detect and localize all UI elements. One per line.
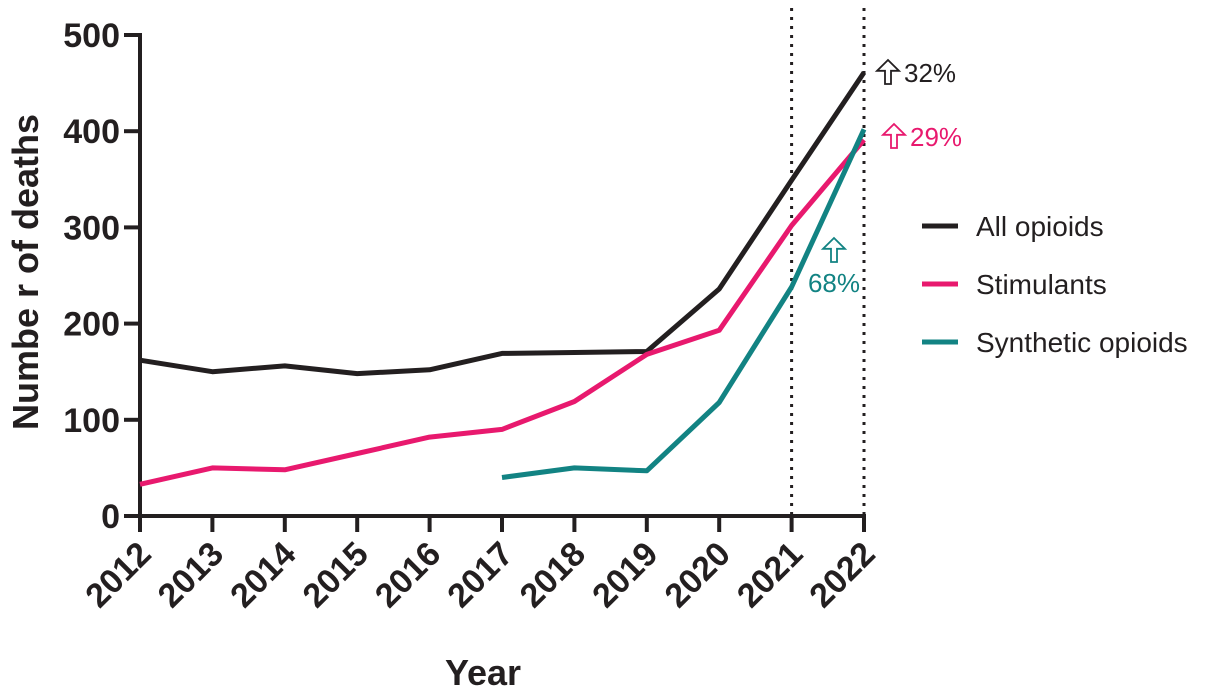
legend-label: Stimulants — [976, 269, 1107, 300]
x-tick-label: 2012 — [78, 535, 158, 615]
y-axis-title: Numbe r of deaths — [5, 114, 46, 430]
annotation-label: 29% — [910, 122, 962, 152]
x-tick-label: 2018 — [513, 535, 593, 615]
up-arrow-icon — [823, 238, 845, 262]
y-tick-label: 0 — [101, 498, 120, 536]
series-line-synthetic-opioids — [502, 129, 864, 477]
x-tick-label: 2017 — [440, 535, 520, 615]
x-tick-label: 2016 — [368, 535, 448, 615]
x-tick-label: 2021 — [730, 535, 810, 615]
x-tick-label: 2015 — [296, 535, 376, 615]
x-axis-title: Year — [445, 652, 521, 687]
legend: All opioids Stimulants Synthetic opioids — [922, 211, 1188, 358]
x-tick-label: 2019 — [585, 535, 665, 615]
legend-label: Synthetic opioids — [976, 327, 1188, 358]
x-tick-label: 2013 — [151, 535, 231, 615]
up-arrow-icon — [883, 124, 905, 148]
series-line-stimulants — [140, 140, 864, 484]
tick-labels: 0 100 200 300 400 500 201220132014201520162017… — [63, 17, 882, 615]
up-arrow-icon — [877, 60, 899, 84]
x-tick-label: 2014 — [223, 535, 303, 615]
series-line-all-opioids — [140, 73, 864, 374]
x-tick-label: 2020 — [658, 535, 738, 615]
legend-label: All opioids — [976, 211, 1104, 242]
y-tick-label: 400 — [63, 113, 120, 151]
annotation-label: 32% — [904, 58, 956, 88]
annotation-label: 68% — [808, 268, 860, 298]
x-tick-label: 2022 — [802, 535, 882, 615]
y-tick-label: 300 — [63, 209, 120, 247]
y-tick-label: 500 — [63, 17, 120, 55]
y-tick-label: 100 — [63, 402, 120, 440]
y-tick-label: 200 — [63, 306, 120, 344]
series-lines — [140, 73, 864, 485]
